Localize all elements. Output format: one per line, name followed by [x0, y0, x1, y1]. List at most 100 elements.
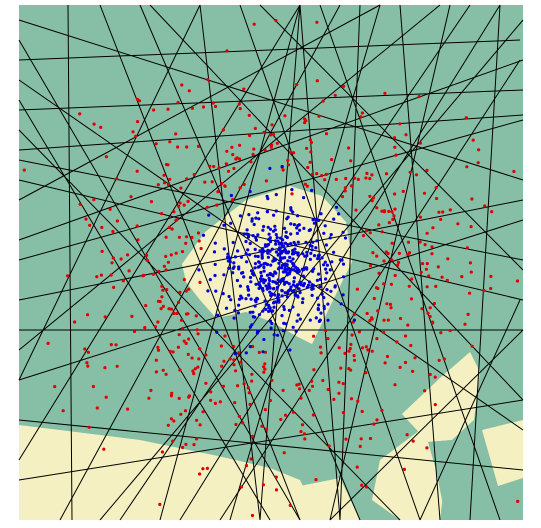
- outer-class-point: [371, 251, 375, 255]
- outer-class-point: [440, 275, 444, 279]
- outer-class-point: [269, 145, 273, 149]
- outer-class-point: [253, 126, 257, 130]
- outer-class-point: [252, 147, 256, 151]
- outer-class-point: [410, 277, 414, 281]
- inner-class-point: [279, 251, 283, 255]
- outer-class-point: [193, 367, 197, 371]
- outer-class-point: [408, 170, 412, 174]
- outer-class-point: [154, 370, 158, 374]
- outer-class-point: [170, 227, 174, 231]
- outer-class-point: [264, 179, 268, 183]
- outer-class-point: [178, 201, 182, 205]
- boundary-lines: [18, 4, 524, 521]
- outer-class-point: [208, 164, 212, 168]
- inner-class-point: [257, 217, 261, 221]
- inner-class-point: [253, 247, 257, 251]
- outer-class-point: [228, 357, 232, 361]
- outer-class-point: [382, 282, 386, 286]
- outer-class-point: [111, 229, 115, 234]
- inner-class-point: [247, 293, 251, 297]
- outer-class-point: [172, 419, 176, 423]
- inner-class-point: [325, 271, 329, 275]
- inner-class-point: [268, 227, 273, 231]
- inner-class-point: [274, 193, 278, 197]
- inner-class-point: [238, 214, 242, 218]
- outer-class-point: [312, 334, 316, 338]
- inner-class-point: [266, 255, 270, 259]
- outer-class-point: [214, 104, 218, 109]
- outer-class-point: [383, 361, 387, 365]
- inner-class-point: [310, 287, 314, 291]
- boundary-line: [179, 4, 501, 521]
- boundary-line: [18, 4, 201, 381]
- outer-class-point: [100, 249, 104, 253]
- outer-class-point: [375, 206, 379, 210]
- boundary-line: [329, 4, 451, 521]
- inner-class-point: [310, 248, 314, 252]
- outer-class-point: [396, 260, 401, 264]
- outer-class-point: [224, 162, 228, 166]
- outer-class-point: [232, 363, 236, 367]
- boundary-line: [18, 79, 524, 431]
- inner-class-point: [328, 268, 332, 272]
- outer-class-point: [162, 264, 166, 268]
- inner-class-point: [318, 318, 322, 322]
- inner-class-point: [308, 318, 312, 322]
- outer-class-point: [177, 333, 181, 337]
- inner-class-point: [323, 260, 327, 264]
- outer-class-point: [448, 208, 452, 212]
- inner-class-point: [310, 188, 314, 192]
- outer-class-point: [466, 312, 470, 316]
- outer-class-point: [359, 437, 363, 441]
- outer-class-point: [232, 345, 236, 349]
- inner-class-point: [293, 293, 297, 297]
- outer-class-point: [275, 141, 279, 145]
- outer-class-point: [66, 274, 70, 278]
- outer-class-point: [324, 132, 329, 136]
- inner-class-point: [286, 243, 290, 247]
- outer-class-point: [135, 97, 140, 101]
- outer-class-point: [145, 259, 150, 263]
- inner-class-point: [267, 306, 271, 310]
- boundary-line: [299, 4, 341, 521]
- outer-class-point: [220, 364, 224, 368]
- inner-class-point: [212, 250, 217, 254]
- outer-class-point: [439, 331, 443, 335]
- inner-class-point: [244, 239, 248, 244]
- outer-class-point: [212, 164, 216, 169]
- outer-class-point: [281, 388, 285, 392]
- inner-class-point: [316, 257, 320, 261]
- outer-class-point: [392, 136, 397, 140]
- inside-region-lower-right-a: [402, 352, 480, 442]
- outer-class-point: [249, 160, 253, 164]
- outer-class-point: [270, 378, 274, 382]
- outer-class-point: [248, 402, 252, 406]
- outer-class-point: [177, 396, 181, 400]
- inner-class-point: [297, 287, 301, 291]
- outer-class-point: [257, 350, 261, 354]
- outer-class-point: [192, 372, 196, 376]
- inner-class-point: [315, 239, 319, 243]
- outer-class-point: [390, 258, 394, 262]
- inner-class-point: [284, 251, 288, 255]
- outer-class-point: [308, 138, 312, 142]
- inner-class-point: [302, 226, 306, 230]
- outer-class-point: [356, 399, 360, 403]
- inner-class-point: [247, 213, 251, 217]
- inner-class-point: [307, 280, 312, 284]
- outer-class-point: [186, 312, 190, 316]
- outer-class-point: [385, 354, 390, 359]
- inner-class-point: [281, 277, 286, 281]
- outer-class-point: [176, 100, 180, 105]
- outer-class-point: [165, 288, 169, 292]
- inner-class-point: [308, 257, 312, 261]
- outer-class-point: [166, 107, 170, 111]
- inner-class-point: [314, 316, 318, 320]
- outer-class-point: [100, 225, 104, 230]
- outer-class-point: [119, 257, 123, 261]
- outer-class-point: [182, 339, 186, 343]
- inner-class-point: [237, 297, 242, 301]
- outer-class-point: [433, 403, 437, 407]
- outer-class-point: [306, 165, 310, 170]
- outer-class-point: [114, 343, 118, 347]
